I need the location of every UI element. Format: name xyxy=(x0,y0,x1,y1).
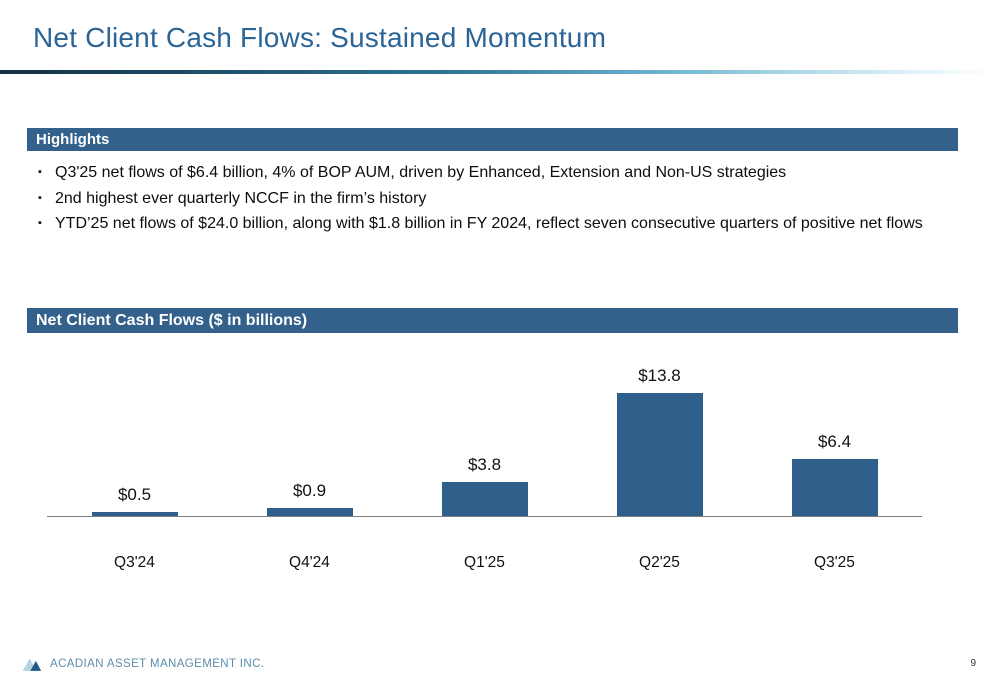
chart-header-label: Net Client Cash Flows ($ in billions) xyxy=(36,312,308,329)
page-number: 9 xyxy=(970,658,976,669)
highlights-section-header: Highlights xyxy=(27,128,958,151)
bar-value-label: $6.4 xyxy=(817,432,852,451)
bar-value-label: $3.8 xyxy=(467,455,502,475)
bar-chart: $0.5 $0.9 $3.8 $13.8 $6.4 xyxy=(47,333,922,517)
bar xyxy=(91,511,178,516)
bar-value-label: $0.5 xyxy=(117,484,152,504)
bullet-marker-icon: ▪ xyxy=(38,217,42,229)
bar xyxy=(791,459,878,516)
bullet-text: YTD’25 net flows of $24.0 billion, along… xyxy=(55,215,923,232)
slide-title: Net Client Cash Flows: Sustained Momentu… xyxy=(33,22,607,53)
chart-column: $0.5 xyxy=(47,484,222,516)
footer-brand: ACADIAN ASSET MANAGEMENT INC. xyxy=(50,658,265,670)
bar xyxy=(266,508,353,516)
chart-column: $0.9 xyxy=(222,481,397,516)
bar-value-label: $0.9 xyxy=(292,481,327,500)
bar-value-label: $13.8 xyxy=(638,366,681,385)
chart-column: $3.8 xyxy=(397,455,572,516)
bullet-marker-icon: ▪ xyxy=(38,191,42,204)
highlight-bullet: ▪ YTD’25 net flows of $24.0 billion, alon… xyxy=(38,211,956,237)
bullet-text: Q3'25 net flows of $6.4 billion, 4% of B… xyxy=(55,164,787,181)
highlight-bullet: ▪ 2nd highest ever quarterly NCCF in the … xyxy=(38,186,956,212)
highlights-header-label: Highlights xyxy=(36,131,110,148)
x-tick-label: Q1'25 xyxy=(464,554,505,571)
x-tick-label: Q2'25 xyxy=(639,554,680,571)
chart-column: $6.4 xyxy=(747,432,922,516)
x-tick-label: Q3'24 xyxy=(114,554,155,571)
x-tick-label: Q4'24 xyxy=(289,554,330,571)
bullet-marker-icon: ▪ xyxy=(38,166,42,178)
bullet-text: 2nd highest ever quarterly NCCF in the f… xyxy=(55,189,427,207)
x-tick-label: Q3'25 xyxy=(814,554,855,571)
bar xyxy=(441,482,528,516)
chart-section-header: Net Client Cash Flows ($ in billions) xyxy=(27,308,958,333)
footer: ACADIAN ASSET MANAGEMENT INC. xyxy=(22,656,264,672)
chart-column: $13.8 xyxy=(572,366,747,516)
bar xyxy=(616,393,703,516)
highlight-bullet: ▪ Q3'25 net flows of $6.4 billion, 4% of … xyxy=(38,160,956,186)
acadian-logo-icon xyxy=(22,656,45,672)
highlights-list: ▪ Q3'25 net flows of $6.4 billion, 4% of … xyxy=(38,160,956,237)
chart-x-axis: Q3'24 Q4'24 Q1'25 Q2'25 Q3'25 xyxy=(47,554,922,572)
title-divider xyxy=(0,70,988,74)
